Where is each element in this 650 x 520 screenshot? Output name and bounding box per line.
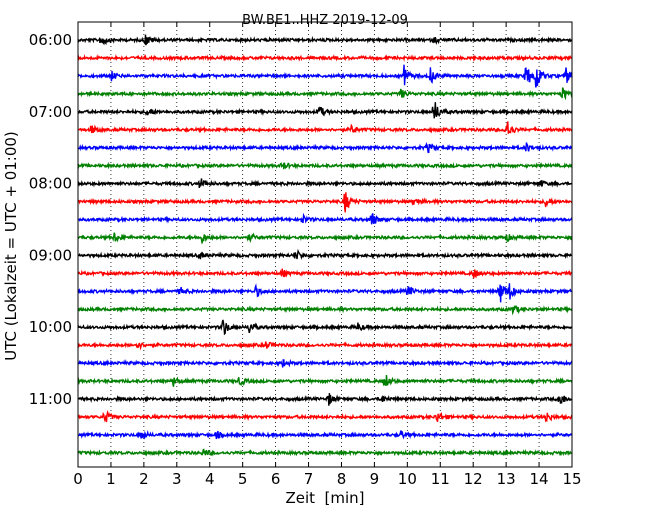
y-tick-label: 07:00 [29,103,72,121]
chart-title: BW.BE1..HHZ 2019-12-09 [242,13,408,28]
x-axis: 0 1 2 3 4 5 6 7 8 9 10 11 12 13 14 15 [73,22,582,488]
y-axis: 06:00 07:00 08:00 09:00 10:00 11:00 [29,31,572,408]
x-tick-label: 12 [464,470,483,488]
x-tick-label: 3 [172,470,182,488]
y-tick-label: 09:00 [29,246,72,264]
trace-0800 [77,178,573,188]
trace-0600 [77,34,573,46]
x-tick-label: 6 [271,470,281,488]
x-tick-label: 8 [337,470,347,488]
y-axis-label: UTC (Lokalzeit = UTC + 01:00) [2,131,20,361]
x-tick-label: 7 [304,470,314,488]
x-tick-label: 5 [238,470,248,488]
trace-0700 [77,102,573,119]
x-tick-label: 4 [205,470,215,488]
trace-1145 [77,448,573,457]
trace-1130 [77,429,573,440]
trace-1045 [77,374,573,387]
trace-0745 [77,161,573,170]
x-tick-label: 1 [106,470,116,488]
y-tick-label: 11:00 [29,390,72,408]
trace-0645 [77,87,573,101]
y-tick-label: 06:00 [29,31,72,49]
trace-0900 [77,248,573,261]
trace-0915 [77,268,573,279]
y-tick-label: 08:00 [29,175,72,193]
trace-1115 [77,410,573,423]
x-tick-label: 10 [398,470,417,488]
y-tick-label: 10:00 [29,318,72,336]
trace-0945 [77,305,573,316]
trace-0930 [77,283,573,303]
x-tick-label: 11 [431,470,450,488]
x-tick-label: 0 [73,470,83,488]
trace-1030 [77,358,573,368]
trace-0830 [77,212,573,225]
trace-0730 [77,142,573,154]
trace-0815 [77,192,573,213]
trace-0715 [77,121,573,134]
x-tick-label: 2 [139,470,149,488]
plot-frame [77,21,573,468]
trace-1015 [77,341,573,351]
trace-1000 [77,319,573,336]
x-tick-label: 13 [497,470,516,488]
trace-group [77,34,573,457]
trace-0845 [77,232,573,244]
x-axis-label: Zeit [min] [285,489,364,507]
trace-1100 [77,393,573,406]
x-tick-label: 14 [530,470,549,488]
trace-0630 [77,64,573,88]
trace-0615 [77,53,573,62]
x-tick-label: 15 [562,470,581,488]
x-tick-label: 9 [370,470,380,488]
